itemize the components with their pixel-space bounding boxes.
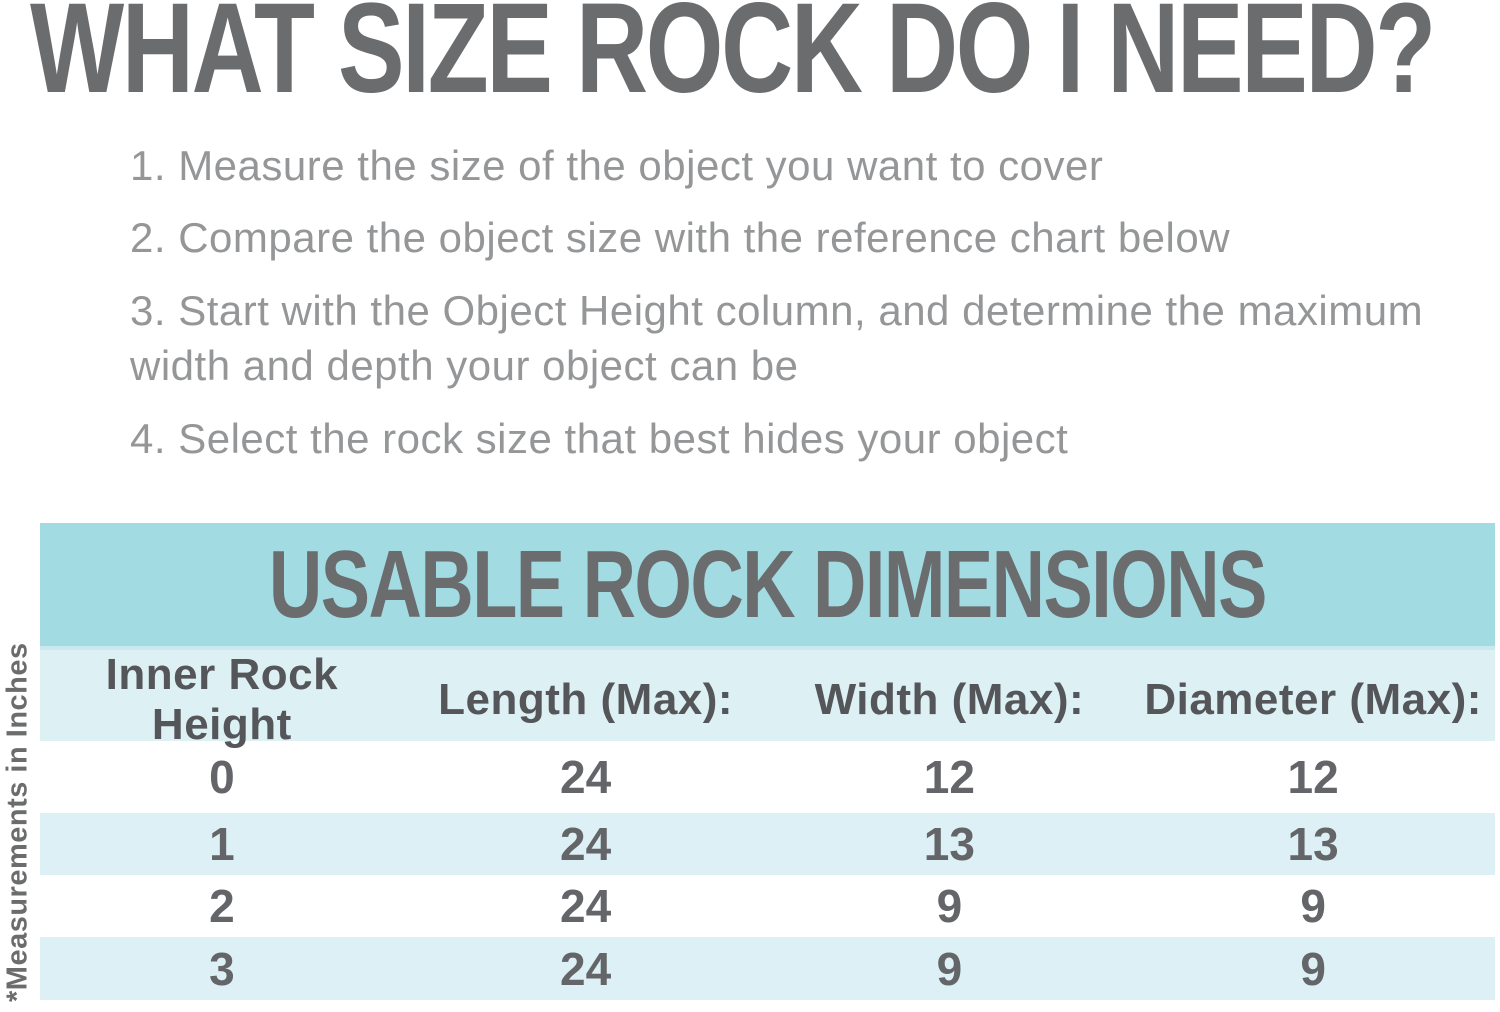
instruction-list: 1. Measure the size of the object you wa… (130, 138, 1450, 483)
cell-length-1: 24 (560, 818, 612, 870)
column-header-diameter-max: Diameter (Max): (1144, 675, 1482, 724)
cell-width-2: 9 (936, 880, 963, 932)
page-title: WHAT SIZE ROCK DO I NEED? (30, 0, 1436, 120)
instruction-step-1: 1. Measure the size of the object you wa… (130, 142, 1104, 189)
instruction-step-4: 4. Select the rock size that best hides … (130, 414, 1069, 462)
cell-diameter-0: 12 (1287, 751, 1339, 803)
rock-dimensions-table: USABLE ROCK DIMENSIONS Inner Rock Height… (40, 523, 1495, 1005)
column-header-length-max: Length (Max): (438, 675, 734, 724)
table-title: USABLE ROCK DIMENSIONS (269, 530, 1267, 638)
cell-diameter-3: 9 (1300, 942, 1326, 995)
cell-length-3: 24 (560, 942, 612, 995)
cell-width-0: 12 (923, 751, 975, 803)
table-row: 1 24 13 13 (40, 813, 1495, 875)
cell-length-2: 24 (560, 880, 612, 932)
cell-height-2: 2 (209, 880, 235, 932)
table-row: 0 24 12 12 (40, 741, 1495, 813)
cell-width-1: 13 (923, 818, 975, 870)
cell-diameter-1: 13 (1287, 818, 1339, 870)
instruction-step-2: 2. Compare the object size with the refe… (130, 214, 1231, 262)
instruction-step-3: 3. Start with the Object Height column, … (130, 286, 1424, 390)
cell-width-3: 9 (936, 942, 963, 995)
column-header-inner-rock-height: Inner Rock Height (105, 650, 339, 749)
cell-height-0: 0 (209, 751, 235, 803)
cell-height-3: 3 (209, 942, 235, 995)
measurements-units-note: *Measurements in Inches (1, 642, 34, 1002)
table-header-row: Inner Rock Height Length (Max): Width (M… (40, 650, 1495, 749)
cell-length-0: 24 (560, 751, 612, 803)
column-header-width-max: Width (Max): (814, 675, 1085, 724)
table-banner: USABLE ROCK DIMENSIONS (40, 523, 1495, 650)
table-row: 3 24 9 9 (40, 937, 1495, 1000)
cell-diameter-2: 9 (1300, 880, 1326, 932)
cell-height-1: 1 (209, 818, 235, 870)
table-row: 2 24 9 9 (40, 875, 1495, 937)
